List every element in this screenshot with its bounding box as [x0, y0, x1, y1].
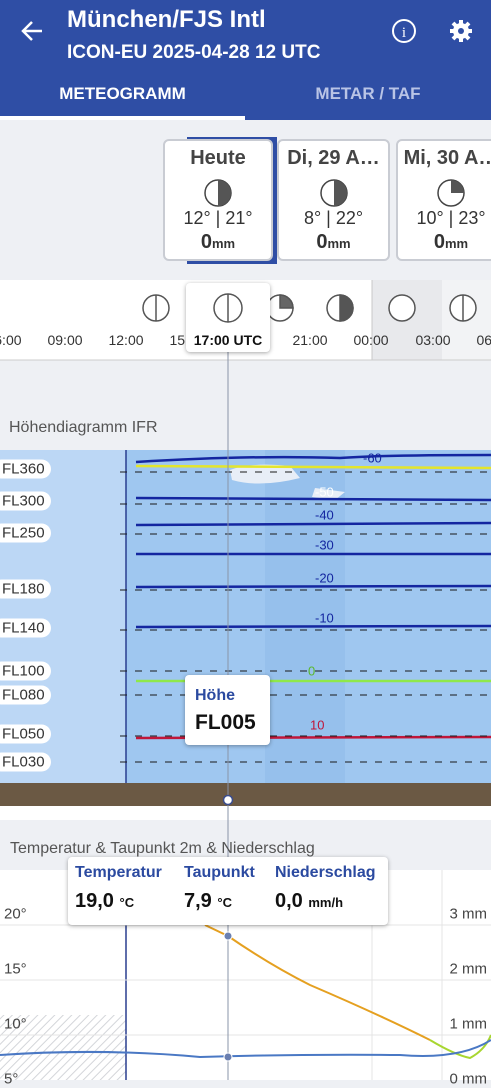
tooltip-value: 19,0 °C: [75, 890, 134, 913]
altitude-tooltip: Höhe FL005: [185, 675, 270, 745]
station-title: München/FJS Intl: [67, 6, 266, 33]
isotherm-label: -30: [315, 537, 334, 553]
section-title: Temperatur & Taupunkt 2m & Niederschlag: [10, 840, 315, 857]
flight-level: FL080: [0, 685, 51, 705]
precip-value: 0: [433, 231, 445, 253]
day-name: Di, 29 A…: [287, 147, 380, 169]
isotherm-label: -50: [315, 484, 334, 500]
isotherm-label: 10: [310, 717, 325, 733]
temp-axis-label: 15°: [4, 960, 27, 978]
temp-axis-label: 10°: [4, 1015, 27, 1033]
section-title: Höhendiagramm IFR: [9, 419, 158, 436]
tooltip-value: FL005: [195, 711, 256, 734]
day-temps: 12° | 21°: [183, 208, 253, 228]
precip-unit: mm: [327, 236, 351, 251]
tooltip-label: Höhe: [195, 687, 235, 704]
flight-level: FL100: [0, 661, 51, 681]
weather-icon: [319, 179, 348, 207]
settings-icon[interactable]: [450, 20, 472, 42]
cloud: [230, 464, 345, 500]
precip-axis-label: 2 mm: [449, 960, 488, 978]
precip-axis-label: 1 mm: [449, 1015, 488, 1033]
flight-level: FL140: [0, 618, 51, 638]
temperature-line: [204, 924, 431, 1041]
temp-axis-label: 5°: [4, 1070, 19, 1088]
day-name: Heute: [190, 147, 246, 169]
flight-level: FL360: [0, 459, 51, 479]
isotherm-label: -40: [315, 507, 334, 523]
tooltip-label: Temperatur: [75, 864, 162, 881]
flight-level: FL250: [0, 523, 51, 543]
flight-level: FL030: [0, 752, 51, 772]
unit: mm/h: [308, 895, 344, 910]
model-run: ICON-EU 2025-04-28 12 UTC: [67, 42, 321, 63]
value: 7,9: [184, 890, 212, 912]
tooltip-value: 7,9 °C: [184, 890, 232, 913]
day-card[interactable]: Di, 29 A… 8° | 22° 0mm: [277, 139, 390, 261]
cursor-point: [223, 931, 233, 941]
precip-axis-label: 3 mm: [449, 905, 488, 923]
time-label: 00:00: [353, 332, 389, 348]
wind-barbs: [120, 471, 491, 763]
day-card[interactable]: Mi, 30 A… 10° | 23° 0mm: [396, 139, 491, 261]
day-card[interactable]: Heute 12° | 21° 0mm: [163, 139, 273, 261]
isotherm-label: -10: [315, 610, 334, 626]
flight-level: FL300: [0, 491, 51, 511]
tooltip-label: Taupunkt: [184, 864, 255, 881]
tooltip-value: 0,0 mm/h: [275, 890, 343, 913]
surface-grid: [0, 870, 491, 1080]
precip-axis-label: 0 mm: [449, 1070, 488, 1088]
isotherm-label: -20: [315, 570, 334, 586]
value: 19,0: [75, 890, 114, 912]
time-label: 06:00: [476, 332, 491, 348]
info-icon[interactable]: [392, 19, 416, 43]
isotherm-label: 0: [308, 663, 316, 679]
day-name: Mi, 30 A…: [403, 147, 491, 169]
precip-value: 0: [316, 231, 328, 253]
selected-time: 17:00 UTC: [193, 332, 263, 348]
day-precip: 0mm: [279, 231, 388, 254]
weather-icon: [204, 179, 232, 207]
temp-axis-label: 20°: [4, 905, 27, 923]
time-tooltip: 17:00 UTC: [186, 283, 270, 352]
time-label: 03:00: [415, 332, 451, 348]
flight-level: FL050: [0, 724, 51, 744]
app-bar: [0, 0, 491, 120]
tab[interactable]: METEOGRAMM: [59, 84, 186, 103]
day-temps: 10° | 23°: [416, 208, 486, 228]
day-precip: 0mm: [398, 231, 491, 254]
time-label: 12:00: [108, 332, 144, 348]
day-precip: 0mm: [165, 231, 271, 254]
back-icon[interactable]: [21, 21, 42, 41]
cursor-handle[interactable]: [222, 794, 234, 806]
moon-icons: [142, 294, 477, 322]
tab[interactable]: METAR / TAF: [315, 84, 421, 103]
surface-tooltip: Temperatur 19,0 °C Taupunkt 7,9 °C Niedersch…: [68, 857, 388, 925]
isotherm-label: -60: [363, 450, 382, 466]
ground: [0, 783, 491, 806]
dewpoint-line: [0, 1039, 491, 1059]
tab-indicator: [0, 116, 245, 120]
time-label: 06:00: [0, 332, 22, 348]
time-label: 09:00: [47, 332, 83, 348]
altitude-band: [265, 450, 345, 783]
time-label: 21:00: [292, 332, 328, 348]
moon-icon: [213, 293, 243, 323]
day-temps: 8° | 22°: [303, 208, 364, 228]
value: 0,0: [275, 890, 303, 912]
precip-unit: mm: [212, 236, 236, 251]
weather-icon: [437, 179, 465, 207]
tooltip-label: Niederschlag: [275, 864, 376, 881]
precip-value: 0: [200, 231, 212, 253]
spacer: [0, 806, 491, 820]
unit: °C: [217, 895, 232, 910]
flight-level: FL180: [0, 579, 51, 599]
precip-unit: mm: [445, 236, 469, 251]
info-glyph: i: [402, 25, 406, 41]
unit: °C: [119, 895, 135, 910]
past-hatch: [0, 1015, 126, 1080]
cursor-point: [223, 1052, 233, 1062]
